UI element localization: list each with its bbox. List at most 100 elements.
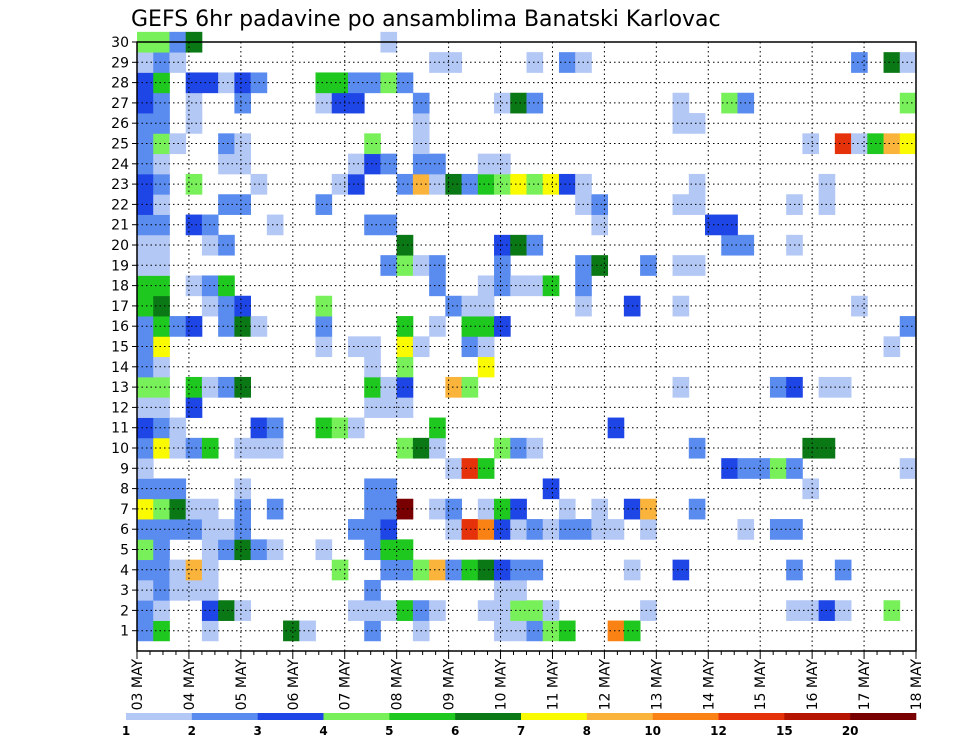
heat-cell: [137, 52, 154, 73]
x-tick-label: 13 MAY: [649, 659, 665, 711]
heat-cell: [380, 519, 398, 540]
legend-swatch: [257, 713, 324, 720]
heat-cell: [153, 194, 170, 215]
heat-cell: [185, 113, 203, 134]
x-tick-label: 07 MAY: [338, 659, 354, 711]
heat-cell: [218, 133, 235, 155]
heat-cell: [477, 356, 495, 378]
heat-cell: [429, 316, 446, 337]
heat-cell: [315, 295, 333, 317]
x-tick-label: 09 MAY: [442, 659, 458, 711]
y-tick-label: 3: [120, 583, 129, 599]
y-tick-label: 8: [120, 482, 129, 498]
heat-cell: [185, 559, 203, 581]
heat-cell: [591, 498, 609, 520]
heat-cell: [899, 52, 917, 73]
heat-cell: [380, 376, 398, 398]
heat-cell: [153, 478, 170, 500]
heat-cell: [883, 600, 901, 621]
heat-cell: [185, 579, 203, 601]
heat-cell: [185, 437, 203, 459]
x-tick-label: 16 MAY: [805, 659, 821, 711]
heatmap-cells: [137, 31, 917, 642]
heat-cell: [137, 620, 154, 642]
heat-cell: [769, 376, 787, 398]
heat-cell: [429, 417, 446, 439]
heat-cell: [137, 113, 154, 134]
y-tick-label: 23: [111, 177, 129, 193]
color-legend: 1 2 3 4 5 6 7 8 10 12 15 20: [122, 713, 917, 738]
heat-cell: [266, 437, 284, 459]
heat-cell: [396, 316, 414, 337]
heat-cell: [137, 376, 154, 398]
legend-label: 5: [385, 724, 393, 738]
legend-swatch: [521, 713, 588, 720]
heat-cell: [672, 376, 690, 398]
heat-cell: [137, 72, 154, 94]
heat-cell: [688, 255, 706, 276]
heat-cell: [153, 417, 170, 439]
x-tick-label: 12 MAY: [597, 659, 613, 711]
heat-cell: [315, 417, 333, 439]
x-tick-label: 11 MAY: [545, 659, 561, 711]
heat-cell: [396, 437, 414, 459]
y-tick-label: 18: [111, 279, 129, 295]
heat-cell: [461, 376, 479, 398]
heat-cell: [558, 620, 576, 642]
heat-cell: [347, 72, 365, 94]
heat-cell: [315, 336, 333, 358]
heat-cell: [672, 113, 690, 134]
heat-cell: [137, 519, 154, 540]
heat-cell: [364, 356, 381, 378]
heat-cell: [234, 72, 252, 94]
heat-cell: [137, 255, 154, 276]
y-tick-label: 30: [111, 35, 129, 51]
heat-cell: [640, 255, 657, 276]
heat-cell: [380, 600, 398, 621]
legend-swatch: [718, 713, 785, 720]
heat-cell: [234, 153, 252, 175]
heat-cell: [153, 275, 170, 297]
heat-cell: [234, 437, 252, 459]
x-tick-label: 03 MAY: [130, 659, 146, 711]
heat-cell: [429, 173, 446, 195]
heat-cell: [477, 336, 495, 358]
y-tick-label: 4: [120, 563, 129, 579]
x-tick-label: 06 MAY: [286, 659, 302, 711]
x-tick-label: 14 MAY: [701, 659, 717, 711]
heat-cell: [851, 133, 868, 155]
heat-cell: [185, 214, 203, 236]
legend-swatch: [191, 713, 258, 720]
heat-cell: [802, 133, 820, 155]
legend-label: 4: [319, 724, 327, 738]
y-tick-label: 24: [111, 157, 129, 173]
heat-cell: [266, 498, 284, 520]
heat-cell: [234, 519, 252, 540]
heat-cell: [883, 336, 901, 358]
heat-cell: [688, 173, 706, 195]
heat-cell: [672, 559, 690, 581]
heat-cell: [721, 458, 738, 479]
heat-cell: [396, 539, 414, 561]
heat-cell: [153, 336, 170, 358]
legend-label: 20: [842, 724, 859, 738]
heat-cell: [429, 255, 446, 276]
heat-cell: [315, 539, 333, 561]
heat-cell: [510, 234, 527, 256]
heat-cell: [802, 478, 820, 500]
heat-cell: [591, 255, 609, 276]
heat-cell: [315, 92, 333, 114]
heat-cell: [380, 153, 398, 175]
heat-cell: [153, 214, 170, 236]
heat-cell: [153, 498, 170, 520]
heat-cell: [477, 275, 495, 297]
heat-cell: [185, 376, 203, 398]
heat-cell: [672, 255, 690, 276]
heat-cell: [526, 437, 544, 459]
y-tick-label: 9: [120, 461, 129, 477]
heat-cell: [380, 478, 398, 500]
legend-label: 15: [776, 724, 793, 738]
heat-cell: [591, 519, 609, 540]
heat-cell: [137, 498, 154, 520]
y-tick-label: 15: [111, 340, 129, 356]
